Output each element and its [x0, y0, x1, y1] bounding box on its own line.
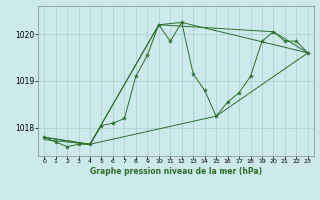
X-axis label: Graphe pression niveau de la mer (hPa): Graphe pression niveau de la mer (hPa): [90, 167, 262, 176]
